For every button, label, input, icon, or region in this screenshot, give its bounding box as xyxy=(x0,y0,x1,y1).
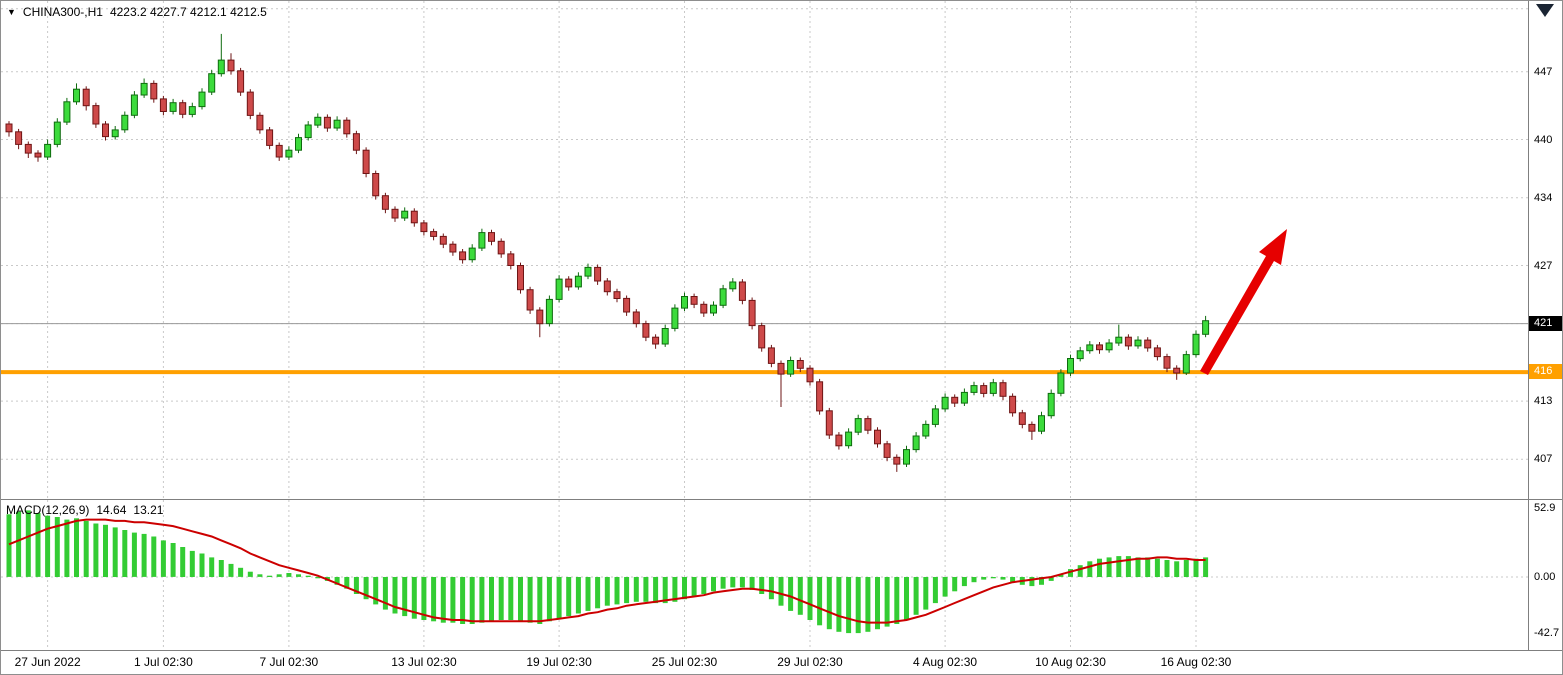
time-tick: 19 Jul 02:30 xyxy=(526,655,592,669)
price-tick-447: 447 xyxy=(1534,65,1553,78)
time-tick: 13 Jul 02:30 xyxy=(391,655,457,669)
macd-signal-value: 13.21 xyxy=(133,503,164,517)
macd-tick-0.00: 0.00 xyxy=(1534,570,1556,583)
price-panel: ▼ CHINA300-,H1 4223.2 4227.7 4212.1 4212… xyxy=(1,1,1562,500)
macd-axis[interactable]: 52.9 0.00 -42.7 xyxy=(1528,500,1562,650)
time-tick: 7 Jul 02:30 xyxy=(259,655,319,669)
macd-chart[interactable] xyxy=(1,500,1528,650)
price-tick-434: 434 xyxy=(1534,191,1553,204)
scroll-arrow-icon[interactable] xyxy=(1536,4,1554,17)
macd-plot: MACD(12,26,9) 14.64 13.21 xyxy=(1,500,1528,650)
time-tick: 10 Aug 02:30 xyxy=(1035,655,1106,669)
time-tick: 4 Aug 02:30 xyxy=(913,655,978,669)
current-price-badge: 421 xyxy=(1529,315,1562,331)
time-tick: 27 Jun 2022 xyxy=(14,655,81,669)
macd-tick--42.7: -42.7 xyxy=(1534,626,1560,639)
quote-values: 4223.2 4227.7 4212.1 4212.5 xyxy=(109,5,267,19)
price-tick-407: 407 xyxy=(1534,453,1553,466)
macd-panel: MACD(12,26,9) 14.64 13.21 52.9 0.00 -42.7 xyxy=(1,500,1562,651)
chart-header: ▼ CHINA300-,H1 4223.2 4227.7 4212.1 4212… xyxy=(7,5,267,19)
level-price-badge: 416 xyxy=(1529,364,1562,380)
price-plot: ▼ CHINA300-,H1 4223.2 4227.7 4212.1 4212… xyxy=(1,1,1528,499)
candlestick-chart[interactable] xyxy=(1,1,1528,499)
macd-tick-52.9: 52.9 xyxy=(1534,501,1556,514)
symbol-title: CHINA300-,H1 xyxy=(22,5,103,19)
symbol-dropdown-icon[interactable]: ▼ xyxy=(7,7,16,17)
time-axis[interactable]: 27 Jun 2022 1 Jul 02:30 7 Jul 02:30 13 Jul … xyxy=(1,651,1562,674)
time-tick: 29 Jul 02:30 xyxy=(777,655,843,669)
price-tick-440: 440 xyxy=(1534,133,1553,146)
price-tick-427: 427 xyxy=(1534,259,1553,272)
time-tick: 1 Jul 02:30 xyxy=(134,655,193,669)
macd-header: MACD(12,26,9) 14.64 13.21 xyxy=(6,503,163,517)
time-tick: 16 Aug 02:30 xyxy=(1160,655,1232,669)
price-axis[interactable]: 447 440 434 427 413 407 421 416 xyxy=(1528,1,1562,499)
price-tick-413: 413 xyxy=(1534,395,1553,408)
macd-label: MACD(12,26,9) xyxy=(6,503,90,517)
time-tick: 25 Jul 02:30 xyxy=(651,655,718,669)
macd-main-value: 14.64 xyxy=(96,503,127,517)
